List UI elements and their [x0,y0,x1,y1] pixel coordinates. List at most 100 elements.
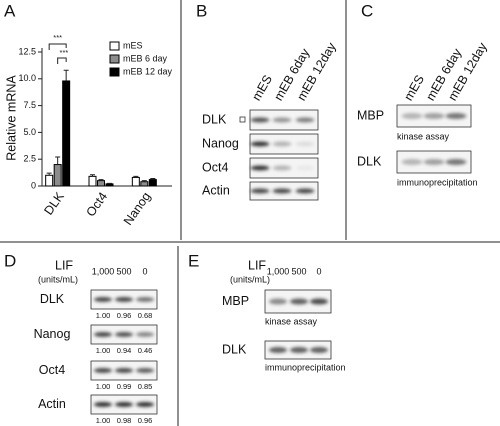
bar [97,180,105,187]
blot-band [136,297,154,302]
bar [148,179,157,187]
blot-band [423,159,445,165]
x-tick-label: DLK [41,189,67,217]
error-bar [90,174,95,177]
caption: immunoprecipitation [265,362,346,372]
blot-band [250,141,270,147]
y-axis-label: Relative mRNA [4,75,18,161]
row-label: Oct4 [39,363,65,377]
bar [105,183,114,187]
panel-label: E [188,251,199,270]
column-label: mES [249,73,275,103]
row-label: Oct4 [202,160,228,174]
significance-bracket [48,43,67,50]
quant-value: 1.00 [96,346,111,355]
legend-label: mEB 6 day [123,53,168,63]
legend-label: mEB 12 day [123,66,173,76]
annotation: *** [60,48,69,57]
blot-band [94,297,112,302]
unit: (units/mL) [38,274,78,284]
quant-value: 0.94 [117,346,132,355]
error-bar [63,69,69,81]
quant-value: 1.00 [96,416,111,425]
quant-value: 0.46 [138,346,153,355]
treatment: LIF [248,258,266,272]
error-bar [133,175,139,178]
quant-value: 0.68 [138,311,153,320]
blot-band [401,113,423,119]
legend-swatch [109,41,120,51]
unit: (units/mL) [230,274,270,284]
blot-band [115,332,133,337]
panel-label: B [196,1,207,20]
quant-value: 0.96 [138,416,153,425]
y-tick-label: 12.5 [18,46,36,56]
quant-value: 1.00 [96,382,111,391]
blot-band [295,117,315,123]
significance-bracket [57,57,67,64]
blot-band [295,141,315,147]
row-label: Nanog [34,327,71,341]
blot-band [310,298,328,305]
blot-band [136,368,154,373]
blot-band [94,368,112,373]
blot-band [136,332,154,337]
panel-label: C [361,1,373,20]
y-tick-label: 0 [31,180,36,190]
blot-band [269,298,287,305]
blot-band [272,188,292,194]
column-label: 0 [142,266,147,276]
legend-swatch [109,54,120,64]
y-tick-label: 5.0 [23,127,36,137]
blot-band [94,402,112,407]
blot-band [250,188,270,194]
blot-band [310,347,328,353]
blot-band [115,297,133,302]
blot-band [272,117,292,123]
caption: immunoprecipitation [397,177,478,187]
annotation: *** [53,33,62,42]
blot-band [295,165,315,171]
bar [131,176,140,187]
quant-value: 1.00 [96,311,111,320]
column-label: 1,000 [267,266,290,276]
y-tick-label: 7.5 [23,100,36,110]
panel-label: D [4,251,16,270]
caption: kinase assay [397,131,450,141]
blot-band [445,113,467,119]
blot-band [445,159,467,165]
error-bar [150,177,156,180]
blot-band [250,165,270,171]
row-label: Actin [38,397,66,411]
column-label: 500 [116,266,131,276]
error-bar [141,180,147,182]
y-tick-label: 10.0 [18,73,36,83]
bar [45,174,54,187]
blot-band [423,113,445,119]
y-tick-label: 2.5 [23,154,36,164]
blot-band [401,159,423,165]
legend-label: mES [123,40,143,50]
error-bar [46,172,52,176]
row-label: DLK [357,154,382,168]
quant-value: 0.98 [117,416,132,425]
blot-band [295,188,315,194]
blot-band [269,347,287,353]
error-bar [107,182,112,184]
column-label: mES [401,73,427,103]
bar [88,175,97,187]
x-tick-label: Nanog [121,190,154,228]
row-label: DLK [222,342,247,356]
bar [140,181,149,187]
row-label: MBP [357,108,384,122]
caption: kinase assay [265,316,318,326]
blot-band [290,298,308,305]
blot-band [94,332,112,337]
column-label: 1,000 [92,266,115,276]
blot-band [290,347,308,353]
panel-label: A [4,1,16,20]
blot-band [115,402,133,407]
blot-band [136,402,154,407]
